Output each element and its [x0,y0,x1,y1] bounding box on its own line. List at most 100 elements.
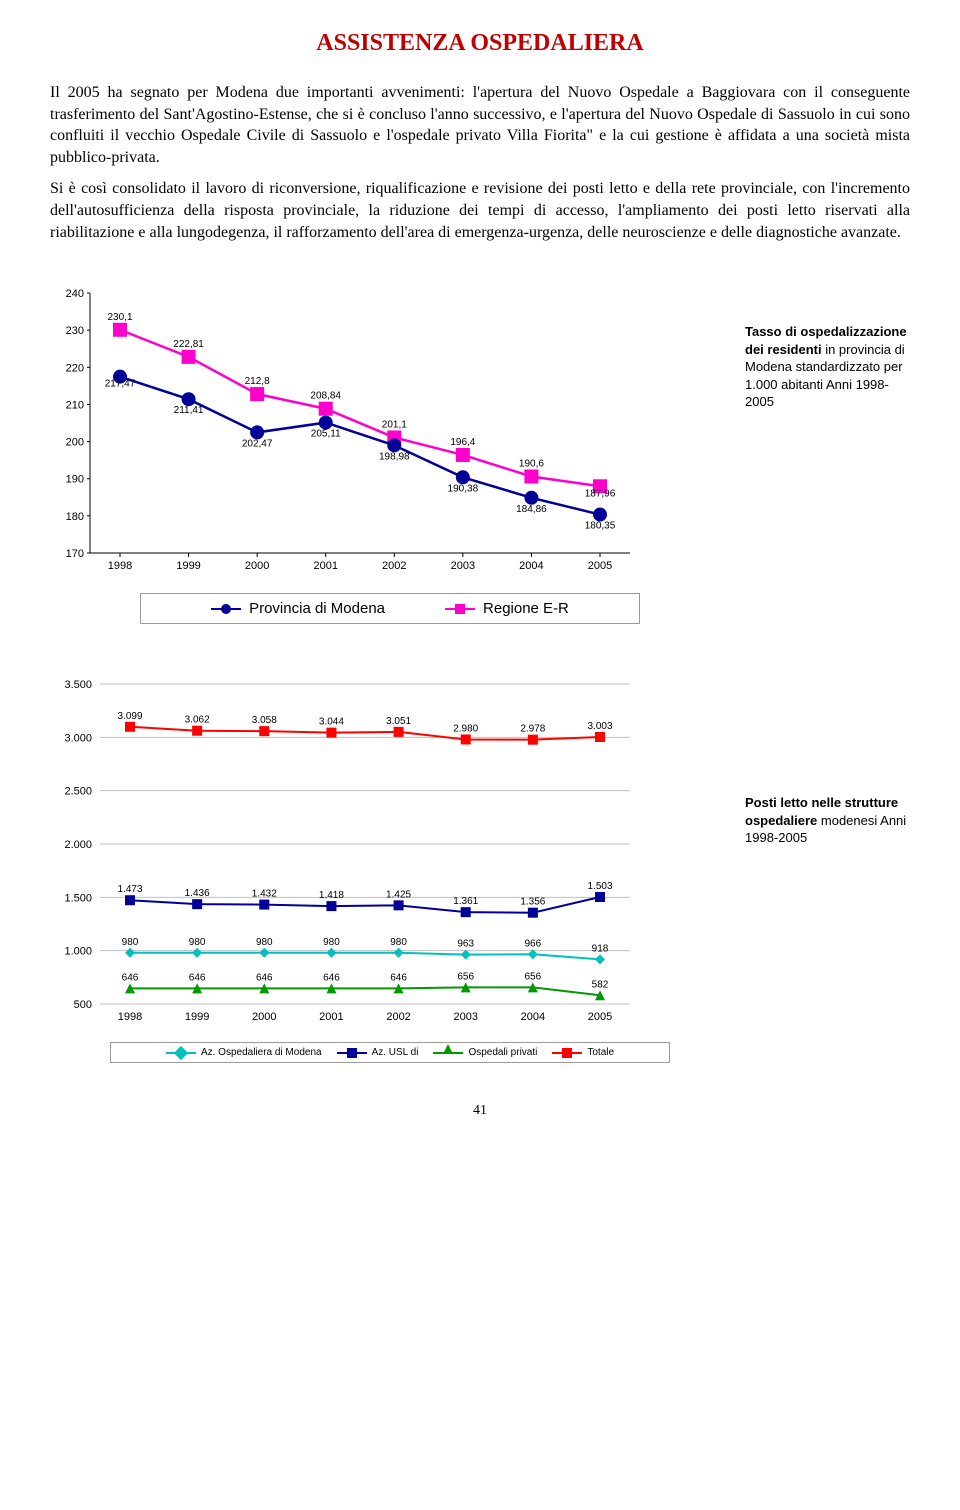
svg-text:2003: 2003 [451,560,475,572]
svg-text:3.051: 3.051 [386,716,411,727]
svg-text:2002: 2002 [382,560,406,572]
svg-text:205,11: 205,11 [311,429,341,440]
svg-text:2.000: 2.000 [64,839,92,851]
legend-item: Provincia di Modena [211,600,385,617]
paragraph-2: Si è così consolidato il lavoro di ricon… [50,178,910,243]
svg-text:3.062: 3.062 [185,715,210,726]
legend-label: Az. USL di [372,1047,419,1058]
svg-text:3.003: 3.003 [587,721,612,732]
svg-text:646: 646 [323,973,340,984]
svg-text:3.000: 3.000 [64,732,92,744]
svg-text:1.000: 1.000 [64,946,92,958]
svg-text:646: 646 [189,973,206,984]
svg-text:918: 918 [592,944,609,955]
legend-item: Totale [552,1047,614,1058]
svg-text:1.500: 1.500 [64,892,92,904]
svg-text:180,35: 180,35 [585,521,616,532]
svg-text:1999: 1999 [176,560,200,572]
svg-text:2000: 2000 [245,560,269,572]
svg-text:2003: 2003 [453,1011,477,1023]
legend-label: Regione E-R [483,600,569,617]
chart1-legend: Provincia di Modena Regione E-R [140,593,640,624]
chart1-block: 170 180 190 200 210 220 230 240 1998 1999 2000 2001… [50,283,910,624]
chart2-legend: Az. Ospedaliera di Modena Az. USL di Osped… [110,1042,670,1063]
svg-text:646: 646 [256,973,273,984]
svg-text:656: 656 [525,972,542,983]
svg-text:187,96: 187,96 [585,488,616,499]
svg-text:1.432: 1.432 [252,889,277,900]
svg-text:190: 190 [66,474,84,486]
svg-text:3.500: 3.500 [64,679,92,691]
svg-text:646: 646 [122,973,139,984]
paragraph-1: Il 2005 ha segnato per Modena due import… [50,82,910,168]
svg-text:1.436: 1.436 [185,888,210,899]
svg-text:2.980: 2.980 [453,724,478,735]
svg-text:212,8: 212,8 [245,376,270,387]
svg-text:1.425: 1.425 [386,889,411,900]
legend-label: Az. Ospedaliera di Modena [201,1047,322,1058]
chart2-svg: 500 1.000 1.500 2.000 2.500 3.000 3.500 1998 199… [50,674,650,1034]
svg-text:201,1: 201,1 [382,420,407,431]
svg-text:966: 966 [525,938,542,949]
svg-text:184,86: 184,86 [516,504,547,515]
svg-text:200: 200 [66,437,84,449]
legend-label: Ospedali privati [468,1047,537,1058]
svg-text:190,38: 190,38 [448,483,479,494]
svg-text:2004: 2004 [519,560,543,572]
svg-text:500: 500 [74,999,92,1011]
chart1-svg: 170 180 190 200 210 220 230 240 1998 1999 2000 2001… [50,283,650,583]
legend-item: Az. Ospedaliera di Modena [166,1047,322,1058]
svg-text:230,1: 230,1 [107,312,132,323]
svg-text:1.473: 1.473 [117,884,142,895]
page-number: 41 [50,1103,910,1119]
svg-text:980: 980 [189,937,206,948]
svg-text:2005: 2005 [588,560,612,572]
svg-text:980: 980 [256,937,273,948]
svg-text:180: 180 [66,511,84,523]
svg-text:2001: 2001 [319,1011,343,1023]
legend-item: Az. USL di [337,1047,419,1058]
svg-text:1999: 1999 [185,1011,209,1023]
svg-text:2.500: 2.500 [64,786,92,798]
legend-label: Provincia di Modena [249,600,385,617]
svg-text:980: 980 [323,937,340,948]
svg-text:3.044: 3.044 [319,717,344,728]
svg-text:208,84: 208,84 [310,391,341,402]
chart2-caption: Posti letto nelle strutture ospedaliere … [730,674,910,847]
svg-text:3.099: 3.099 [117,711,142,722]
legend-item: Ospedali privati [433,1047,537,1058]
svg-text:1.356: 1.356 [520,897,545,908]
svg-text:240: 240 [66,288,84,300]
svg-text:1998: 1998 [118,1011,142,1023]
chart1-caption: Tasso di ospedalizzazione dei residenti … [730,283,910,411]
svg-text:582: 582 [592,979,609,990]
svg-text:980: 980 [390,937,407,948]
svg-text:222,81: 222,81 [173,339,204,350]
svg-text:980: 980 [122,937,139,948]
legend-item: Regione E-R [445,600,569,617]
svg-text:2001: 2001 [313,560,337,572]
svg-text:202,47: 202,47 [242,439,273,450]
svg-text:2005: 2005 [588,1011,612,1023]
svg-text:2.978: 2.978 [520,724,545,735]
svg-text:963: 963 [457,939,474,950]
svg-text:198,98: 198,98 [379,452,410,463]
svg-text:196,4: 196,4 [450,437,475,448]
svg-text:190,6: 190,6 [519,459,544,470]
svg-text:646: 646 [390,973,407,984]
svg-text:210: 210 [66,400,84,412]
svg-text:217,47: 217,47 [105,379,136,390]
svg-text:170: 170 [66,548,84,560]
svg-text:2000: 2000 [252,1011,276,1023]
svg-text:1.503: 1.503 [587,881,612,892]
page-title: ASSISTENZA OSPEDALIERA [50,30,910,57]
svg-text:2004: 2004 [521,1011,545,1023]
chart2-block: 500 1.000 1.500 2.000 2.500 3.000 3.500 1998 199… [50,674,910,1063]
svg-text:1998: 1998 [108,560,132,572]
svg-text:1.418: 1.418 [319,890,344,901]
svg-text:3.058: 3.058 [252,715,277,726]
svg-text:220: 220 [66,362,84,374]
svg-text:230: 230 [66,325,84,337]
svg-text:1.361: 1.361 [453,896,478,907]
svg-text:656: 656 [457,972,474,983]
